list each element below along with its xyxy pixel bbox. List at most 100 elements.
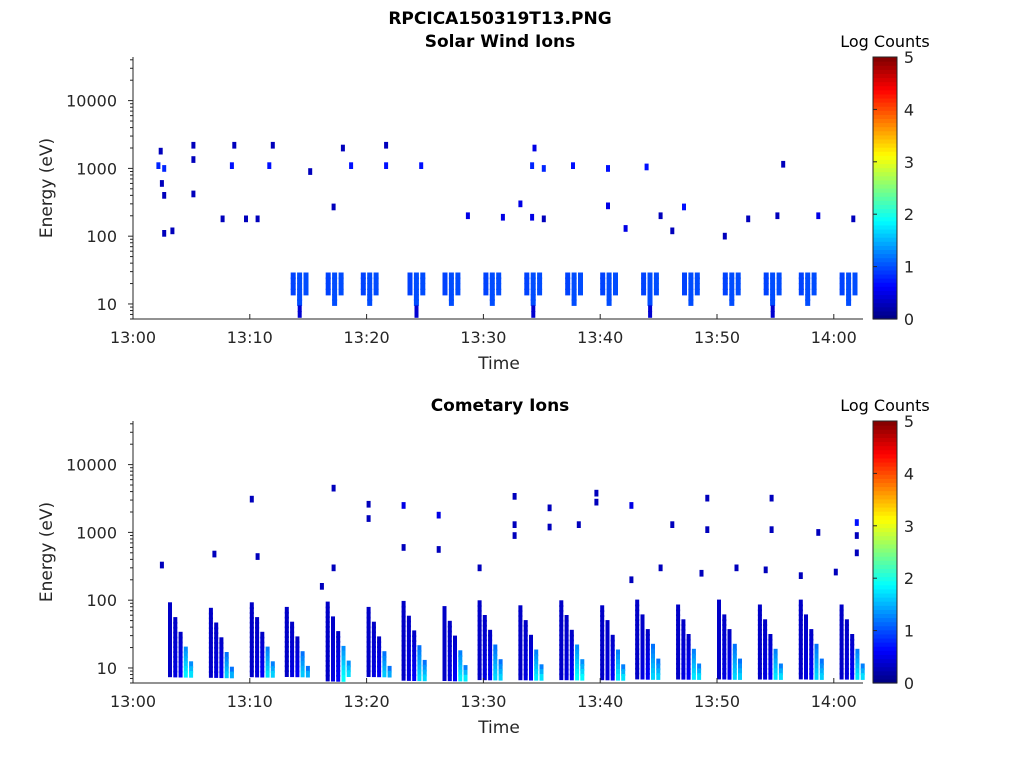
- low-energy-cell: [367, 283, 373, 290]
- low-energy-cell: [565, 283, 571, 290]
- x-tick-label: 13:20: [344, 692, 390, 711]
- low-energy-cell: [448, 299, 454, 306]
- colorbar-band: [873, 621, 897, 627]
- sparse-point: [734, 564, 739, 572]
- sweep-cell: [727, 663, 732, 670]
- sweep-cell: [717, 599, 721, 607]
- colorbar-label: Log Counts: [840, 396, 930, 415]
- sweep-cell: [387, 665, 392, 673]
- colorbar-band: [873, 171, 897, 177]
- sweep-cell: [819, 663, 824, 671]
- sweep-cell: [447, 655, 452, 662]
- sweep-cell: [523, 624, 528, 632]
- colorbar-band: [873, 155, 897, 160]
- colorbar-band: [873, 192, 897, 197]
- sparse-point: [547, 523, 552, 531]
- sweep-cell: [325, 660, 330, 667]
- sweep-cell: [691, 668, 696, 675]
- colorbar-band: [873, 433, 897, 438]
- colorbar-band: [873, 617, 897, 623]
- sweep-cell: [804, 658, 808, 665]
- sweep-cell: [214, 671, 219, 678]
- sweep-cell: [686, 643, 691, 651]
- low-energy-cell: [531, 305, 536, 313]
- colorbar-band: [873, 212, 897, 218]
- sparse-point: [170, 227, 175, 235]
- low-energy-cell: [420, 272, 426, 280]
- sweep-cell: [844, 629, 849, 636]
- sweep-cell: [183, 651, 188, 659]
- sparse-point: [746, 215, 751, 223]
- sweep-cell: [488, 629, 493, 637]
- sweep-cell: [564, 619, 569, 627]
- sweep-cell: [382, 656, 387, 663]
- colorbar-band: [873, 666, 897, 672]
- colorbar-band: [873, 576, 897, 582]
- low-energy-cell: [290, 272, 296, 280]
- low-energy-cell: [688, 277, 694, 285]
- low-energy-cell: [811, 272, 817, 280]
- colorbar-band: [873, 613, 897, 619]
- low-energy-cell: [729, 294, 735, 301]
- low-energy-cell: [325, 277, 331, 285]
- sweep-cell: [371, 650, 376, 658]
- sweep-cell: [727, 668, 732, 675]
- sweep-cell: [208, 651, 213, 659]
- sweep-cell: [656, 673, 661, 680]
- sparse-point: [477, 564, 482, 572]
- sweep-cell: [798, 628, 803, 636]
- sweep-cell: [482, 668, 487, 676]
- sweep-cell: [757, 609, 762, 617]
- sweep-cell: [722, 668, 727, 675]
- sweep-cell: [717, 628, 721, 636]
- low-energy-cell: [373, 288, 379, 296]
- colorbar-band: [873, 547, 897, 553]
- sweep-cell: [214, 661, 219, 669]
- sweep-cell: [529, 664, 533, 671]
- sweep-cell: [371, 636, 376, 643]
- sweep-cell: [331, 655, 335, 662]
- sweep-cell: [173, 660, 178, 668]
- sweep-cell: [773, 673, 778, 680]
- sweep-cell: [260, 646, 265, 654]
- sweep-cell: [336, 670, 341, 677]
- low-energy-cell: [839, 277, 845, 285]
- sweep-cell: [295, 641, 300, 648]
- sweep-cell: [717, 609, 721, 617]
- colorbar-band: [873, 81, 897, 87]
- sweep-cell: [763, 633, 768, 641]
- low-energy-cell: [373, 277, 379, 285]
- sweep-cell: [645, 653, 650, 661]
- colorbar-band: [873, 89, 897, 95]
- sweep-cell: [482, 673, 487, 681]
- sweep-cell: [651, 643, 655, 651]
- sweep-cell: [168, 660, 172, 668]
- sweep-cell: [290, 660, 295, 668]
- colorbar-frame: [872, 420, 898, 684]
- sweep-cell: [559, 649, 564, 656]
- sweep-cell: [488, 673, 493, 681]
- low-energy-cell: [722, 283, 728, 290]
- sweep-cell: [518, 673, 523, 681]
- sweep-cell: [366, 641, 371, 648]
- sweep-cell: [417, 659, 422, 667]
- colorbar-band: [873, 597, 897, 602]
- sweep-cell: [534, 659, 539, 666]
- low-energy-cell: [613, 283, 618, 290]
- low-energy-cell: [805, 294, 811, 301]
- low-energy-cell: [448, 272, 454, 280]
- sweep-cell: [168, 641, 172, 648]
- sweep-cell: [336, 660, 341, 667]
- colorbar-band: [873, 441, 897, 447]
- low-energy-cell: [367, 299, 373, 306]
- sweep-cell: [850, 658, 855, 666]
- sweep-cell: [208, 622, 213, 630]
- sweep-cell: [406, 664, 411, 672]
- sweep-cell: [249, 626, 254, 634]
- low-energy-cell: [648, 305, 653, 313]
- sparse-point: [594, 489, 599, 497]
- sweep-cell: [270, 666, 275, 673]
- sweep-cell: [366, 616, 371, 624]
- colorbar-band: [873, 294, 897, 300]
